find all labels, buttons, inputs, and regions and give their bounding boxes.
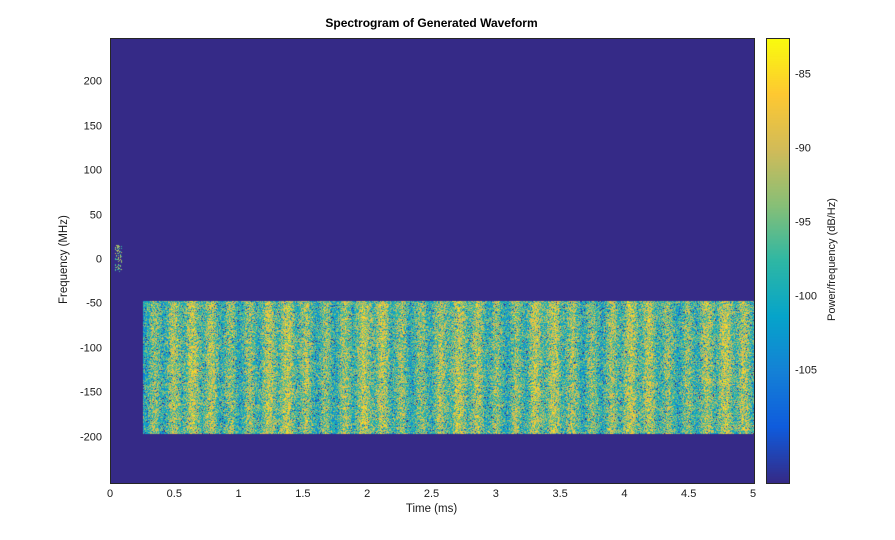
- x-tick-label: 4: [621, 488, 628, 500]
- colorbar-tick-label: -105: [795, 364, 818, 377]
- y-tick-label: -200: [79, 431, 102, 444]
- x-axis-label: Time (ms): [405, 503, 458, 515]
- x-tick-label: 0: [106, 488, 114, 500]
- y-tick-label: -50: [86, 297, 102, 310]
- colorbar-tick-label: -90: [795, 142, 811, 155]
- y-tick-label: 200: [83, 75, 102, 88]
- y-tick-label: -150: [79, 386, 102, 399]
- colorbar: [766, 38, 790, 484]
- x-tick-label: 1: [235, 488, 242, 500]
- x-tick-label: 5: [749, 488, 757, 500]
- colorbar-tick-label: -100: [795, 290, 818, 303]
- y-tick-label: 100: [83, 164, 102, 177]
- y-tick-label: -100: [79, 342, 102, 355]
- x-tick-label: 4.5: [681, 488, 697, 500]
- x-tick-label: 3.5: [552, 488, 568, 500]
- spectrogram-image: [111, 39, 754, 483]
- x-tick-label: 0.5: [166, 488, 182, 500]
- y-axis-label: Frequency (MHz): [58, 215, 70, 305]
- colorbar-tick-label: -95: [795, 216, 811, 229]
- x-tick-label: 3: [492, 488, 499, 500]
- x-tick-label: 1.5: [295, 488, 311, 500]
- x-tick-label: 2.5: [423, 488, 440, 500]
- y-tick-label: 50: [89, 209, 102, 222]
- y-tick-label: 0: [95, 253, 102, 266]
- x-tick-label: 2: [364, 488, 371, 500]
- plot-area: [110, 38, 755, 484]
- y-tick-label: 150: [83, 120, 102, 133]
- chart-title: Spectrogram of Generated Waveform: [325, 16, 538, 30]
- colorbar-tick-label: -85: [795, 68, 811, 81]
- colorbar-label: Power/frequency (dB/Hz): [826, 198, 838, 322]
- colorbar-gradient: [767, 39, 789, 483]
